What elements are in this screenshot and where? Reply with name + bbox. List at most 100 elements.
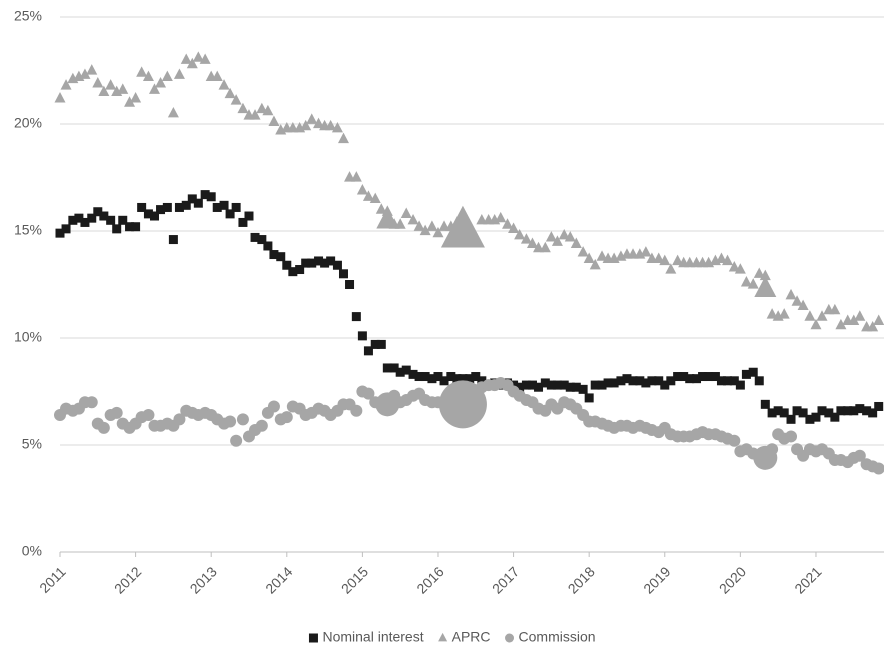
point <box>256 102 268 114</box>
point <box>400 207 412 219</box>
point <box>439 376 449 386</box>
point <box>715 252 727 263</box>
point <box>551 235 563 246</box>
point <box>112 224 122 234</box>
point <box>810 318 822 330</box>
point <box>186 57 198 69</box>
point <box>206 192 216 202</box>
point <box>250 232 260 242</box>
point <box>218 79 230 90</box>
point <box>830 412 840 422</box>
point <box>589 258 601 270</box>
point <box>433 372 443 382</box>
point <box>427 374 437 384</box>
point <box>331 121 343 133</box>
point <box>231 202 241 212</box>
point <box>413 220 425 231</box>
point <box>173 68 185 79</box>
point <box>835 318 847 330</box>
x-tick-label: 2014 <box>262 563 295 596</box>
point <box>867 320 879 332</box>
point <box>754 376 764 386</box>
point <box>779 408 789 418</box>
point <box>237 102 249 114</box>
y-tick-label: 25% <box>14 8 42 24</box>
point <box>849 406 859 416</box>
point <box>673 372 683 382</box>
point <box>106 215 116 225</box>
point <box>249 109 261 120</box>
x-tick-label: 2018 <box>565 563 598 596</box>
point <box>193 198 203 208</box>
point <box>408 369 418 379</box>
point <box>786 414 796 424</box>
point <box>142 409 155 422</box>
point <box>80 217 90 227</box>
point <box>791 295 803 306</box>
point <box>432 226 444 238</box>
point <box>597 380 607 390</box>
point <box>137 202 147 212</box>
point <box>836 406 846 416</box>
point <box>219 200 229 210</box>
legend-label: Nominal interest <box>322 629 423 645</box>
point <box>130 91 142 103</box>
point <box>162 202 172 212</box>
point <box>376 339 386 349</box>
point <box>394 218 406 229</box>
point <box>816 310 828 321</box>
y-tick-label: 10% <box>14 329 42 345</box>
point <box>868 408 878 418</box>
y-tick-label: 15% <box>14 222 42 238</box>
point <box>92 77 104 88</box>
point <box>760 399 770 409</box>
point <box>54 91 66 103</box>
y-tick-label: 0% <box>22 543 42 559</box>
point <box>267 400 280 413</box>
point <box>407 213 419 225</box>
point <box>785 288 797 300</box>
point <box>502 218 514 229</box>
point <box>350 404 363 417</box>
point <box>545 231 557 242</box>
point <box>307 258 317 268</box>
point <box>855 404 865 414</box>
x-tick-label: 2020 <box>716 563 749 596</box>
highlight-point <box>754 276 777 298</box>
point <box>155 77 167 88</box>
x-tick-label: 2013 <box>187 563 220 596</box>
point <box>255 419 268 432</box>
point <box>156 205 166 215</box>
point <box>558 228 570 240</box>
point <box>596 250 608 261</box>
point <box>142 70 154 82</box>
point <box>872 462 884 475</box>
point <box>362 190 374 201</box>
point <box>495 211 507 223</box>
point <box>665 263 677 274</box>
point <box>105 79 117 90</box>
point <box>351 312 361 322</box>
point <box>584 393 594 403</box>
point <box>74 213 84 223</box>
point <box>325 119 337 131</box>
point <box>659 254 671 266</box>
point <box>200 190 210 200</box>
point <box>225 209 235 219</box>
point <box>552 380 562 390</box>
point <box>345 280 355 289</box>
point <box>93 207 103 217</box>
point <box>230 94 242 105</box>
point <box>192 51 204 62</box>
point <box>282 260 292 270</box>
x-tick-label: 2017 <box>489 563 522 596</box>
point <box>389 363 399 373</box>
point <box>369 192 381 204</box>
point <box>471 372 481 382</box>
point <box>60 79 72 90</box>
point <box>716 376 726 386</box>
point <box>465 374 475 384</box>
point <box>559 380 569 390</box>
point <box>224 415 237 428</box>
point <box>577 246 589 257</box>
